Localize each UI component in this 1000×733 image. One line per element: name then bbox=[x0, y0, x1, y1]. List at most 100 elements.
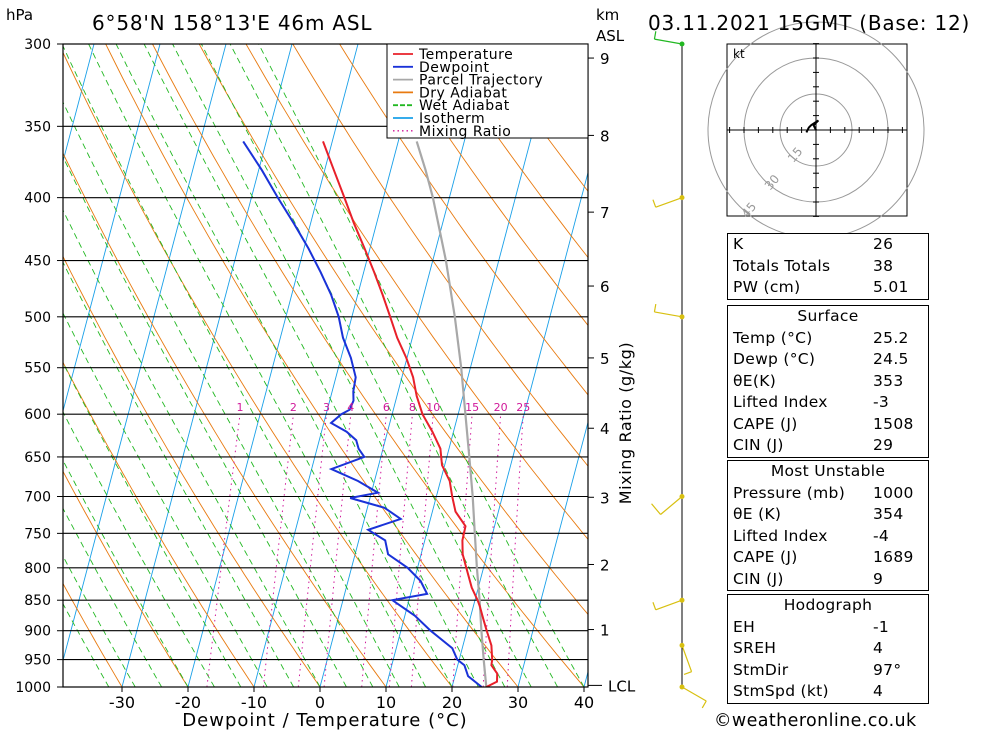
dry-adiabat-line bbox=[339, 44, 588, 396]
index-value: 25.2 bbox=[873, 328, 909, 347]
index-value: 1689 bbox=[873, 548, 914, 566]
index-value: 1000 bbox=[873, 483, 914, 502]
wet-adiabat-line bbox=[63, 411, 215, 687]
wind-barb bbox=[654, 311, 683, 318]
pressure-tick-label: 650 bbox=[24, 450, 51, 466]
index-label: CIN (J) bbox=[733, 436, 784, 454]
mixing-ratio-label: 6 bbox=[383, 401, 390, 414]
km-tick-label: 6 bbox=[600, 278, 610, 296]
temperature-tick-label: -30 bbox=[109, 693, 135, 712]
wind-barb-flag bbox=[653, 31, 657, 40]
wet-adiabat-line bbox=[143, 44, 479, 687]
index-label: K bbox=[733, 235, 744, 253]
index-value: 4 bbox=[873, 682, 884, 700]
mixing-ratio-label: 25 bbox=[516, 401, 530, 414]
wet-adiabat-line bbox=[63, 362, 242, 687]
isotherm-line bbox=[319, 44, 491, 687]
index-label: SREH bbox=[733, 639, 777, 657]
wind-barb-dot bbox=[679, 41, 685, 47]
dry-adiabat-line bbox=[63, 582, 123, 687]
x-axis-title: Dewpoint / Temperature (°C) bbox=[182, 710, 467, 731]
pressure-tick-label: 750 bbox=[24, 526, 51, 542]
wind-barb-dot bbox=[679, 642, 685, 648]
index-row: Dewp (°C) 24.5 bbox=[728, 349, 928, 371]
index-row: Temp (°C) 25.2 bbox=[728, 328, 928, 350]
wind-barb-flag bbox=[653, 303, 657, 313]
parcel-trajectory-series bbox=[415, 141, 488, 687]
index-label: StmSpd (kt) bbox=[733, 682, 829, 700]
index-value: 4 bbox=[873, 639, 884, 657]
legend-entry: Isotherm bbox=[419, 111, 485, 127]
surface-section-title: Surface bbox=[797, 307, 859, 325]
mixing-ratio-label: 10 bbox=[426, 401, 440, 414]
surface-indices-table: Surface Temp (°C) 25.2 Dewp (°C) 24.5 θE(K) 3… bbox=[727, 305, 929, 458]
hodograph-unit-label: kt bbox=[733, 47, 745, 61]
index-row: StmSpd (kt) 4 bbox=[728, 681, 928, 703]
mixing-ratio-label: 3 bbox=[323, 401, 330, 414]
isotherm-line bbox=[187, 44, 359, 687]
wet-adiabat-line bbox=[63, 45, 400, 687]
index-row: CIN (J) 9 bbox=[728, 569, 928, 591]
km-tick-label: 8 bbox=[600, 127, 610, 145]
mixing-ratio-line bbox=[323, 414, 352, 687]
wind-barb-dot bbox=[679, 314, 685, 320]
pressure-tick-label: 800 bbox=[24, 561, 51, 577]
mixing-ratio-line bbox=[206, 414, 241, 687]
index-row: CAPE (J) 1508 bbox=[728, 414, 928, 436]
isotherm-line bbox=[63, 44, 161, 413]
index-value: 38 bbox=[873, 256, 894, 275]
km-tick-label: 7 bbox=[600, 204, 610, 222]
asl-label: ASL bbox=[596, 27, 625, 45]
wind-barb-dot bbox=[679, 195, 685, 201]
wet-adiabat-line bbox=[258, 44, 585, 687]
wet-adiabat-line bbox=[63, 261, 294, 687]
km-tick-label: 4 bbox=[600, 420, 610, 438]
wet-adiabat-line bbox=[63, 555, 136, 687]
wet-adiabat-line bbox=[63, 209, 321, 687]
mixing-ratio-line bbox=[388, 414, 413, 687]
wind-barb-dot bbox=[679, 597, 685, 603]
pressure-unit-label: hPa bbox=[6, 6, 33, 24]
pressure-tick-label: 350 bbox=[24, 119, 51, 135]
index-value: 353 bbox=[873, 371, 904, 390]
index-value: -4 bbox=[873, 526, 890, 545]
most-unstable-indices-table: Most Unstable Pressure (mb) 1000 θE (K) 354… bbox=[727, 460, 929, 591]
km-tick-label: 3 bbox=[600, 489, 610, 507]
index-row: EH -1 bbox=[728, 617, 928, 639]
pressure-tick-label: 600 bbox=[24, 407, 51, 423]
mixing-ratio-label: 15 bbox=[465, 401, 479, 414]
index-row: Lifted Index -4 bbox=[728, 526, 928, 548]
index-label: θE(K) bbox=[733, 371, 777, 390]
index-row: PW (cm) 5.01 bbox=[728, 277, 928, 299]
dewpoint-series bbox=[242, 140, 483, 687]
copyright-footer[interactable]: ©weatheronline.co.uk bbox=[714, 711, 917, 731]
temperature-tick-label: -10 bbox=[241, 693, 267, 712]
pressure-tick-label: 850 bbox=[24, 593, 51, 609]
mixing-ratio-label: 20 bbox=[494, 401, 508, 414]
index-value: 5.01 bbox=[873, 278, 909, 296]
wind-barb-flag bbox=[683, 671, 692, 675]
wet-adiabat-line bbox=[63, 602, 110, 687]
wet-adiabat-line bbox=[172, 44, 506, 687]
index-row: Pressure (mb) 1000 bbox=[728, 483, 928, 505]
lcl-label: LCL bbox=[608, 677, 636, 695]
mixing-ratio-line bbox=[262, 414, 294, 687]
index-label: Totals Totals bbox=[733, 256, 831, 275]
temperature-tick-label: -20 bbox=[175, 693, 201, 712]
plot-frame bbox=[62, 43, 589, 688]
mixing-ratio-label: 2 bbox=[290, 401, 297, 414]
hodograph-section-title: Hodograph bbox=[783, 596, 873, 614]
legend-entry: Mixing Ratio bbox=[419, 124, 511, 140]
isotherm-line bbox=[517, 420, 588, 687]
wind-barb-dot bbox=[679, 684, 685, 690]
index-value: 26 bbox=[873, 235, 894, 253]
pressure-tick-label: 950 bbox=[24, 653, 51, 669]
index-row: CIN (J) 29 bbox=[728, 435, 928, 457]
legend-entry: Temperature bbox=[418, 47, 513, 63]
index-value: 1508 bbox=[873, 414, 914, 433]
wind-barb bbox=[681, 686, 707, 702]
mixing-ratio-label: 4 bbox=[347, 401, 354, 414]
hodograph-trace bbox=[805, 119, 820, 133]
index-value: 354 bbox=[873, 505, 904, 523]
index-row: StmDir 97° bbox=[728, 660, 928, 682]
